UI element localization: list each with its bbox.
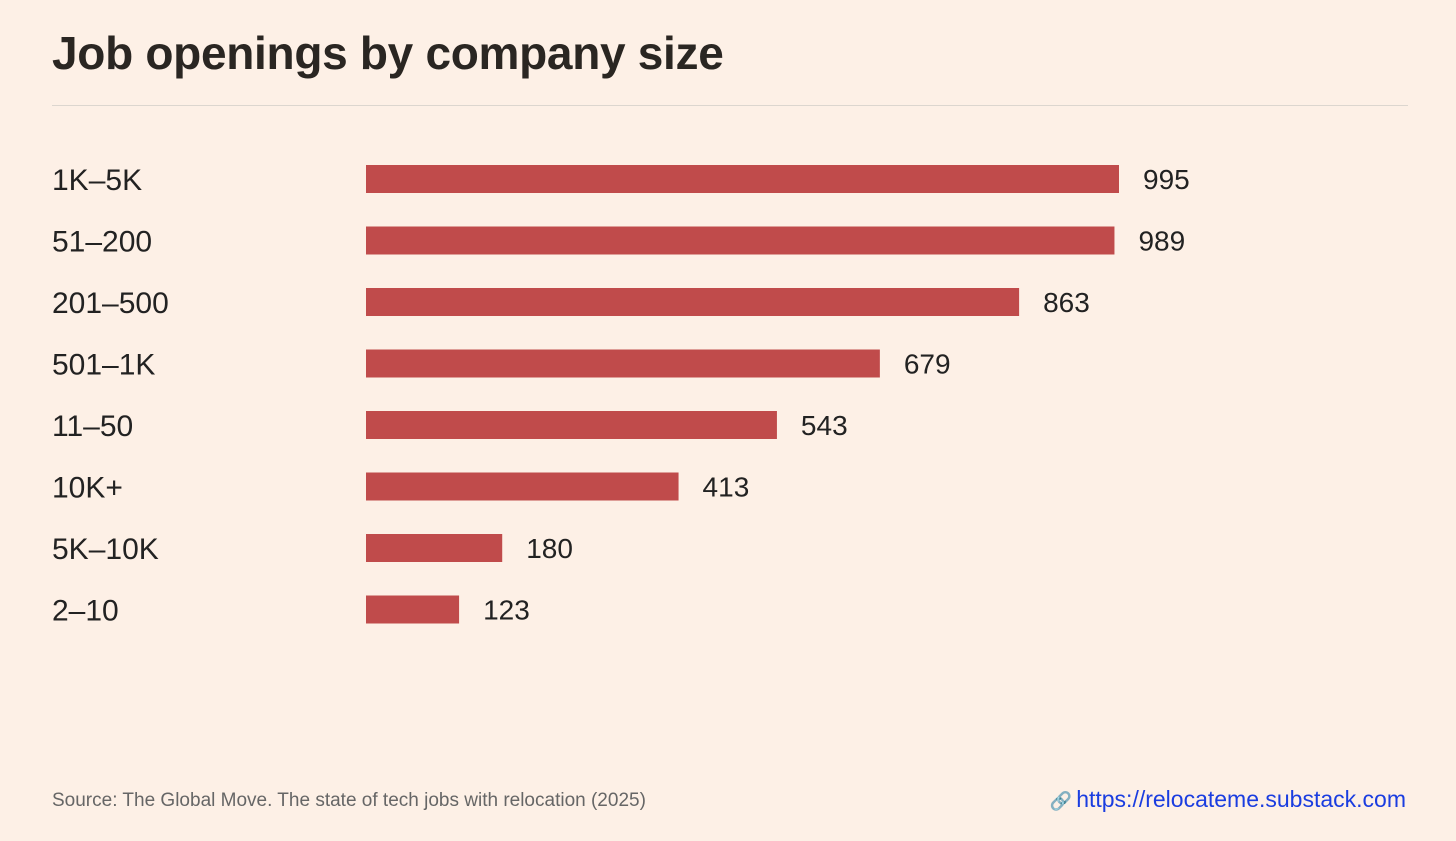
bar	[366, 411, 777, 439]
link-icon: 🔗	[1049, 791, 1073, 811]
value-label: 995	[1143, 164, 1190, 195]
bar-chart: 1K–5K 995 51–200 989 201–500 863 501–1K 679 11–5…	[52, 164, 1190, 628]
bar	[366, 165, 1119, 193]
category-label: 2–10	[52, 595, 119, 628]
chart-title: Job openings by company size	[52, 27, 724, 79]
category-label: 501–1K	[52, 349, 155, 382]
bar	[366, 226, 1115, 255]
category-label: 11–50	[52, 410, 133, 443]
value-label: 180	[526, 533, 573, 564]
bar	[366, 595, 460, 624]
bar	[366, 472, 679, 501]
title-divider	[52, 105, 1408, 106]
value-label: 679	[904, 349, 951, 380]
value-label: 543	[801, 410, 848, 441]
substack-link[interactable]: 🔗 https://relocateme.substack.com	[1050, 786, 1406, 813]
value-label: 413	[703, 472, 750, 503]
value-label: 123	[483, 595, 530, 626]
source-note: Source: The Global Move. The state of te…	[52, 790, 646, 811]
link-text: https://relocateme.substack.com	[1076, 786, 1406, 812]
value-label: 863	[1043, 287, 1090, 318]
category-label: 201–500	[52, 287, 169, 320]
category-label: 1K–5K	[52, 164, 142, 197]
bar	[366, 349, 880, 378]
category-label: 5K–10K	[52, 533, 159, 566]
category-label: 10K+	[52, 472, 123, 505]
bar	[366, 534, 503, 562]
bar	[366, 288, 1020, 316]
category-label: 51–200	[52, 226, 152, 259]
value-label: 989	[1138, 226, 1185, 257]
